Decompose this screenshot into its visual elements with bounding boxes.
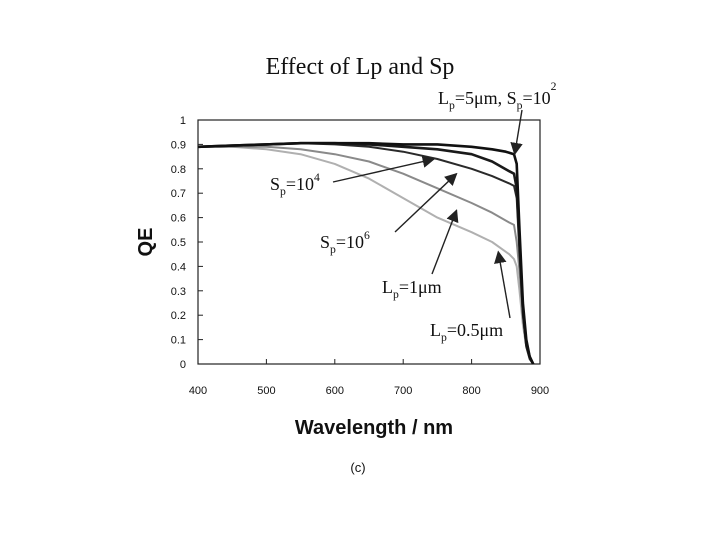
annotation-arrow-a1	[510, 109, 523, 156]
y-tick-label: 0.5	[171, 237, 186, 249]
y-tick-label: 0.9	[171, 139, 186, 151]
annotation-part: p	[441, 331, 447, 344]
annotation-label-a3: Sp=106	[320, 229, 370, 256]
annotation-part: S	[320, 232, 330, 252]
y-tick-label: 0.6	[171, 213, 186, 225]
annotation-part: p	[330, 243, 336, 256]
annotation-arrow-a5	[494, 250, 511, 319]
annotation-arrow-a2	[332, 155, 436, 183]
annotation-part: 4	[314, 171, 320, 184]
annotation-label-a4: Lp=1μm	[382, 277, 442, 301]
annotation-part: p	[517, 99, 523, 112]
annotation-part: L	[438, 88, 449, 108]
x-tick-label: 400	[189, 385, 207, 397]
y-tick-label: 0.8	[171, 164, 186, 176]
annotation-part: p	[449, 99, 455, 112]
annotation-part: =10	[286, 174, 314, 194]
y-axis-label: QE	[135, 228, 157, 257]
annotation-part: =10	[523, 88, 551, 108]
annotation-label-a5: Lp=0.5μm	[430, 320, 503, 344]
x-tick-label: 800	[462, 385, 480, 397]
x-tick-label: 900	[531, 385, 549, 397]
y-tick-label: 0	[180, 359, 186, 371]
x-tick-label: 600	[326, 385, 344, 397]
annotation-part: 2	[551, 80, 557, 93]
annotation-arrow-a3	[394, 172, 458, 233]
y-tick-label: 0.7	[171, 188, 186, 200]
annotation-part: 6	[364, 229, 370, 242]
annotation-part: L	[430, 320, 441, 340]
annotation-part: =5μm, S	[455, 88, 517, 108]
x-axis-label: Wavelength / nm	[295, 417, 453, 439]
annotation-part: S	[270, 174, 280, 194]
annotation-label-a2: Sp=104	[270, 171, 320, 198]
y-tick-label: 1	[180, 115, 186, 127]
y-tick-label: 0.4	[171, 261, 186, 273]
y-tick-label: 0.1	[171, 335, 186, 347]
annotation-part: p	[280, 185, 286, 198]
annotation-part: =0.5μm	[447, 320, 503, 340]
annotation-part: L	[382, 277, 393, 297]
x-tick-label: 500	[257, 385, 275, 397]
annotation-label-a1: Lp=5μm, Sp=102	[438, 80, 557, 112]
annotation-part: p	[393, 288, 399, 301]
chart-title: Effect of Lp and Sp	[266, 54, 455, 80]
annotation-arrow-a4	[431, 209, 459, 275]
y-tick-label: 0.2	[171, 310, 186, 322]
x-tick-label: 700	[394, 385, 412, 397]
annotation-part: =10	[336, 232, 364, 252]
figure-caption: (c)	[350, 460, 365, 475]
y-tick-label: 0.3	[171, 286, 186, 298]
annotation-part: =1μm	[399, 277, 442, 297]
series-line-0	[197, 141, 535, 365]
